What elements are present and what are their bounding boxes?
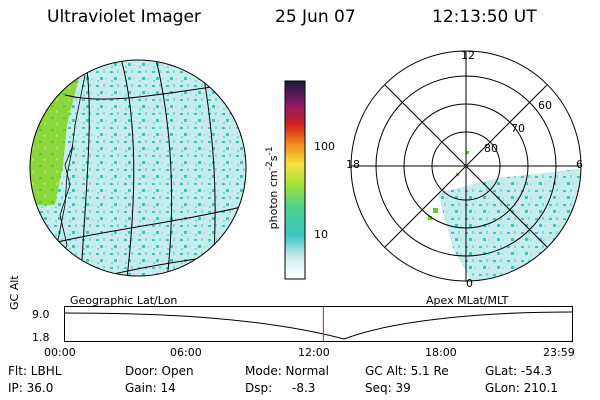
mlt-label-6: 6 — [576, 158, 583, 171]
mlt-label-0: 0 — [466, 277, 473, 290]
altitude-curve — [64, 311, 573, 340]
xtick-0000: 00:00 — [44, 346, 76, 359]
colorbar-tick-10: 10 — [314, 228, 328, 241]
ytick-1-8: 1.8 — [32, 331, 50, 344]
seq-info: Seq: 39 — [365, 381, 411, 395]
dsp-label: Dsp: — [245, 381, 273, 395]
instrument-title: Ultraviolet Imager — [47, 7, 201, 27]
orbit-altitude-timeline — [64, 306, 573, 342]
mlt-label-18: 18 — [346, 158, 360, 171]
dsp-value: -8.3 — [292, 381, 316, 395]
xtick-0600: 06:00 — [170, 346, 202, 359]
xtick-1800: 18:00 — [425, 346, 457, 359]
lat-label-80: 80 — [484, 142, 498, 155]
door-info: Door: Open — [125, 364, 194, 378]
geographic-caption: Geographic Lat/Lon — [70, 294, 178, 307]
mode-info: Mode: Normal — [245, 364, 329, 378]
color-scale-bar — [284, 80, 306, 280]
timeline-ylabel: GC Alt — [8, 275, 21, 310]
gc-alt-info: GC Alt: 5.1 Re — [365, 364, 449, 378]
time-label: 12:13:50 UT — [432, 7, 537, 27]
mlt-label-12: 12 — [461, 49, 475, 62]
timeline-frame — [64, 306, 573, 342]
glon-info: GLon: 210.1 — [485, 381, 558, 395]
gain-info: Gain: 14 — [125, 381, 176, 395]
xtick-2359: 23:59 — [543, 346, 575, 359]
colorbar-tick-100: 100 — [314, 140, 335, 153]
xtick-1200: 12:00 — [298, 346, 330, 359]
ytick-9: 9.0 — [32, 308, 50, 321]
apex-polar-map — [350, 50, 582, 282]
ip-info: IP: 36.0 — [8, 381, 54, 395]
geographic-map — [29, 59, 247, 277]
apex-caption: Apex MLat/MLT — [426, 294, 509, 307]
date-label: 25 Jun 07 — [275, 7, 356, 27]
colorbar-unit-label: photon cm-2s-1 — [264, 146, 280, 230]
lat-label-70: 70 — [511, 122, 525, 135]
glat-info: GLat: -54.3 — [485, 364, 552, 378]
lat-label-60: 60 — [538, 99, 552, 112]
flt-info: Flt: LBHL — [8, 364, 62, 378]
